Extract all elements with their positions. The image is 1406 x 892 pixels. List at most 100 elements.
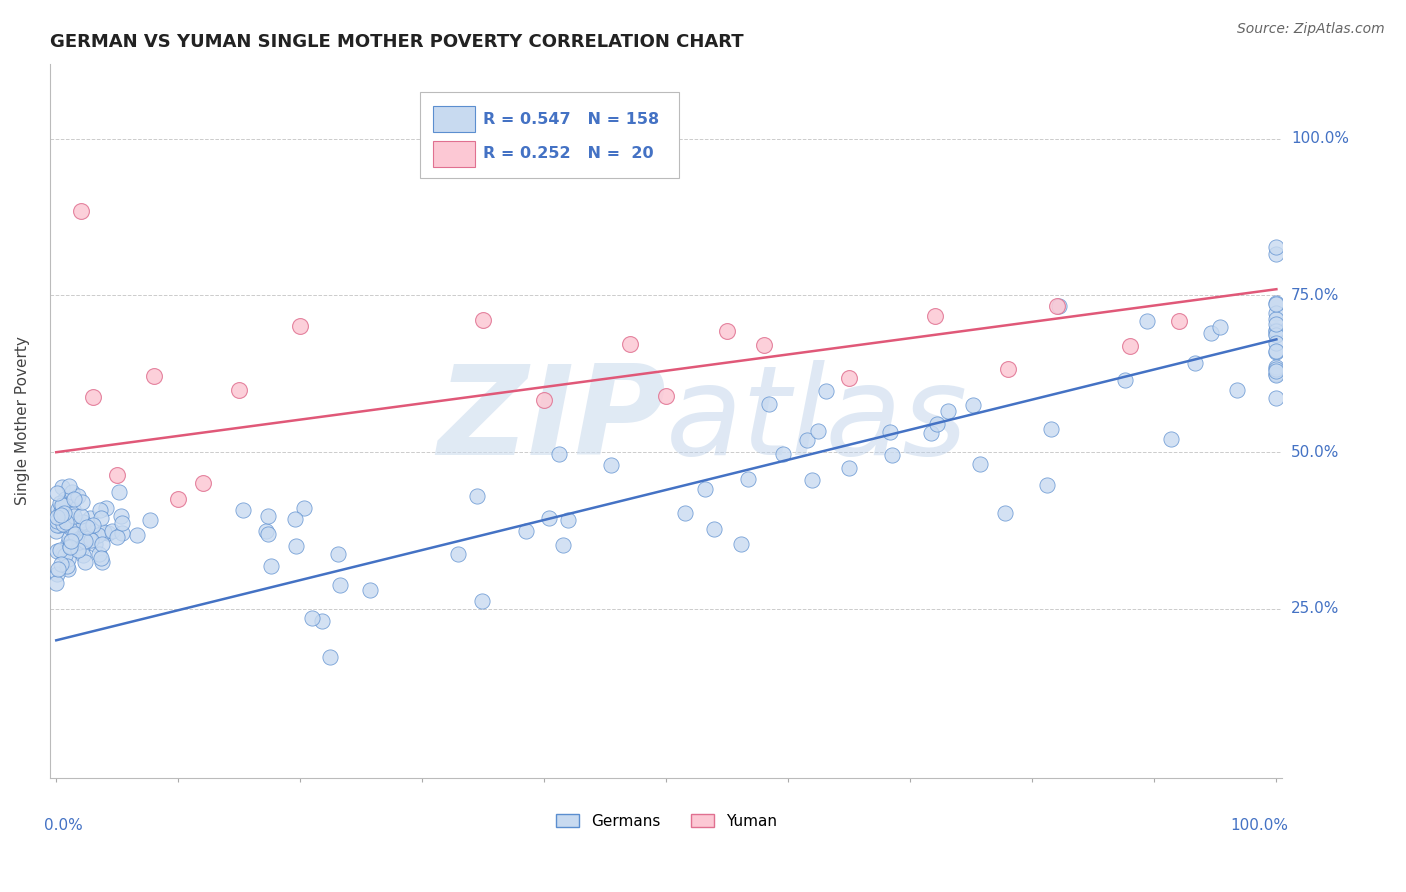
Germans	[110, 509, 132, 524]
Germans	[90, 556, 112, 570]
Yuman	[752, 338, 775, 352]
Germans	[127, 528, 149, 542]
Text: 25.0%: 25.0%	[1291, 601, 1339, 616]
Germans	[1136, 314, 1159, 328]
Yuman	[82, 390, 104, 404]
Germans	[284, 539, 307, 553]
Text: 75.0%: 75.0%	[1291, 288, 1339, 303]
Germans	[1265, 247, 1288, 261]
Germans	[72, 495, 94, 509]
Germans	[927, 417, 949, 431]
Germans	[52, 516, 75, 531]
Germans	[70, 508, 93, 523]
Germans	[139, 513, 162, 527]
FancyBboxPatch shape	[433, 106, 475, 132]
Germans	[60, 521, 83, 535]
Germans	[1265, 361, 1288, 376]
Germans	[72, 515, 94, 529]
Germans	[75, 531, 97, 545]
Yuman	[997, 362, 1019, 376]
Germans	[257, 526, 280, 541]
Germans	[45, 524, 67, 539]
Germans	[48, 501, 70, 516]
Germans	[48, 518, 70, 533]
Text: R = 0.547   N = 158: R = 0.547 N = 158	[482, 112, 659, 127]
Germans	[51, 498, 73, 512]
Germans	[882, 449, 904, 463]
Germans	[59, 533, 82, 548]
Germans	[46, 517, 69, 532]
Germans	[90, 551, 112, 566]
Germans	[737, 472, 759, 486]
Germans	[1265, 297, 1288, 311]
Germans	[993, 506, 1015, 520]
Germans	[284, 512, 307, 526]
Germans	[58, 551, 80, 566]
Germans	[75, 555, 97, 569]
Germans	[1265, 240, 1288, 254]
Germans	[1184, 356, 1206, 370]
Germans	[93, 524, 115, 539]
Germans	[1265, 343, 1288, 358]
Germans	[254, 524, 277, 539]
Germans	[59, 541, 82, 555]
Germans	[55, 492, 77, 507]
Germans	[46, 514, 69, 528]
Germans	[772, 447, 794, 461]
Germans	[77, 531, 100, 545]
Germans	[75, 526, 97, 541]
Germans	[1265, 368, 1288, 383]
Yuman	[290, 318, 312, 333]
Germans	[49, 557, 72, 571]
Germans	[101, 524, 124, 538]
Germans	[1265, 359, 1288, 374]
Y-axis label: Single Mother Poverty: Single Mother Poverty	[15, 336, 30, 505]
Germans	[56, 562, 79, 576]
Yuman	[472, 313, 495, 327]
Germans	[600, 458, 623, 472]
Germans	[1265, 344, 1288, 359]
Germans	[1209, 320, 1232, 334]
Germans	[46, 544, 69, 558]
Germans	[67, 534, 90, 549]
FancyBboxPatch shape	[433, 141, 475, 167]
Yuman	[1046, 299, 1069, 313]
Germans	[447, 547, 470, 561]
Germans	[58, 531, 80, 545]
Germans	[58, 479, 80, 493]
Germans	[108, 485, 131, 500]
Germans	[969, 457, 991, 471]
Germans	[89, 502, 111, 516]
Yuman	[533, 392, 555, 407]
Germans	[920, 426, 942, 441]
Yuman	[655, 389, 678, 403]
Germans	[1039, 422, 1062, 436]
Germans	[90, 511, 112, 525]
Germans	[936, 404, 959, 418]
Germans	[1265, 311, 1288, 326]
Germans	[49, 504, 72, 518]
Germans	[1265, 306, 1288, 320]
Germans	[557, 512, 579, 526]
Germans	[80, 533, 103, 548]
Germans	[538, 511, 561, 525]
Germans	[105, 530, 128, 544]
Germans	[1160, 432, 1182, 446]
Text: Source: ZipAtlas.com: Source: ZipAtlas.com	[1237, 22, 1385, 37]
Germans	[94, 501, 117, 516]
Germans	[111, 526, 134, 541]
Germans	[72, 518, 94, 533]
Germans	[319, 650, 342, 665]
Germans	[257, 509, 280, 524]
Germans	[329, 578, 352, 592]
Germans	[1265, 296, 1288, 310]
Germans	[49, 543, 72, 558]
Germans	[62, 502, 84, 516]
Germans	[232, 503, 254, 517]
Text: 0.0%: 0.0%	[44, 818, 83, 832]
Germans	[260, 559, 283, 574]
Germans	[46, 567, 69, 582]
Germans	[58, 511, 80, 525]
Germans	[45, 576, 67, 591]
Germans	[547, 447, 569, 461]
